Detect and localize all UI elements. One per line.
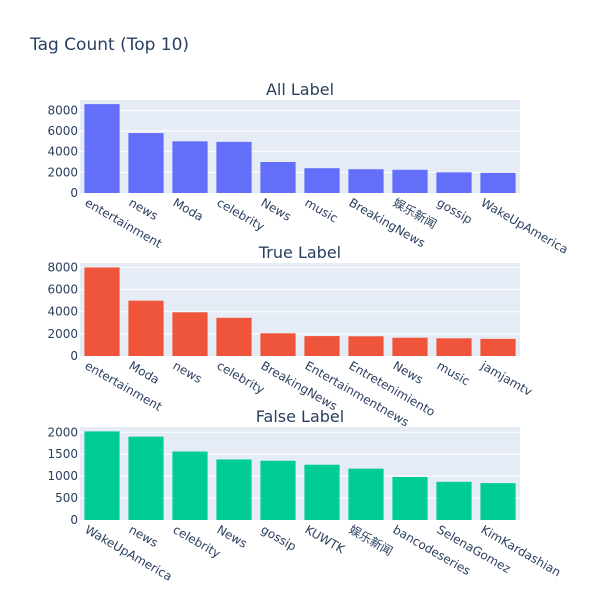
bar[interactable]: [260, 162, 296, 193]
x-tick-label: BreakingNews: [347, 195, 428, 250]
subplot-panels: All Label02000400060008000entertainmentn…: [47, 80, 570, 584]
bar[interactable]: [348, 336, 384, 356]
x-tick-label: music: [303, 195, 341, 225]
y-tick-label: 6000: [47, 124, 78, 138]
y-tick-label: 500: [55, 491, 78, 505]
bar[interactable]: [84, 104, 120, 193]
x-tick-label: celebrity: [215, 195, 267, 233]
y-tick-label: 1000: [47, 469, 78, 483]
bar[interactable]: [84, 431, 120, 520]
y-tick-label: 2000: [47, 425, 78, 439]
bar[interactable]: [216, 141, 252, 193]
x-tick-label: entertainment: [83, 195, 165, 250]
bar[interactable]: [84, 267, 120, 356]
subplot-1: All Label02000400060008000entertainmentn…: [47, 80, 570, 257]
x-tick-label: Moda: [171, 195, 206, 223]
bar[interactable]: [480, 172, 516, 193]
bar[interactable]: [480, 338, 516, 356]
x-tick-label: jamjamtv: [478, 358, 535, 399]
y-tick-label: 0: [70, 186, 78, 200]
bar[interactable]: [216, 317, 252, 356]
bar[interactable]: [436, 338, 472, 356]
bar[interactable]: [304, 336, 340, 356]
subplot-3: False Label0500100015002000WakeUpAmerica…: [47, 407, 563, 584]
bar[interactable]: [304, 464, 340, 520]
y-tick-label: 4000: [47, 145, 78, 159]
bar[interactable]: [480, 483, 516, 520]
bar[interactable]: [172, 141, 208, 193]
subplot-title: False Label: [256, 407, 344, 426]
y-tick-label: 2000: [47, 327, 78, 341]
bar[interactable]: [436, 172, 472, 193]
x-tick-label: gossip: [259, 522, 299, 553]
y-tick-label: 1500: [47, 447, 78, 461]
x-tick-label: 娱乐新闻: [347, 522, 396, 559]
bar[interactable]: [128, 133, 164, 193]
bar[interactable]: [128, 436, 164, 520]
x-tick-label: news: [171, 358, 205, 386]
x-tick-label: BreakingNews: [259, 358, 340, 413]
x-tick-label: KUWTK: [303, 522, 349, 556]
x-tick-label: gossip: [435, 195, 475, 226]
bar[interactable]: [436, 481, 472, 520]
y-tick-label: 2000: [47, 165, 78, 179]
y-tick-label: 0: [70, 349, 78, 363]
bar[interactable]: [128, 300, 164, 356]
x-tick-label: WakeUpAmerica: [479, 195, 571, 256]
x-tick-label: celebrity: [171, 522, 223, 560]
bar[interactable]: [348, 468, 384, 520]
x-tick-label: entertainment: [83, 358, 165, 413]
bar[interactable]: [348, 169, 384, 193]
chart-title: Tag Count (Top 10): [29, 35, 189, 55]
y-tick-label: 6000: [47, 283, 78, 297]
bar[interactable]: [216, 459, 252, 520]
y-tick-label: 4000: [47, 305, 78, 319]
bar[interactable]: [260, 333, 296, 356]
bar[interactable]: [260, 460, 296, 520]
y-tick-label: 8000: [47, 103, 78, 117]
bar[interactable]: [172, 312, 208, 356]
y-tick-label: 8000: [47, 260, 78, 274]
subplot-title: True Label: [258, 243, 341, 262]
bar[interactable]: [392, 169, 428, 193]
bar[interactable]: [304, 168, 340, 193]
x-tick-label: music: [435, 358, 473, 388]
bar[interactable]: [392, 337, 428, 356]
y-tick-label: 0: [70, 513, 78, 527]
subplot-title: All Label: [266, 80, 334, 99]
subplot-2: True Label 0 2000 4000 6000 8000 entertainment…: [47, 243, 534, 429]
bar[interactable]: [392, 477, 428, 520]
x-tick-label: bancodeseries: [391, 522, 473, 578]
bar[interactable]: [172, 451, 208, 520]
x-tick-label: celebrity: [215, 358, 267, 396]
